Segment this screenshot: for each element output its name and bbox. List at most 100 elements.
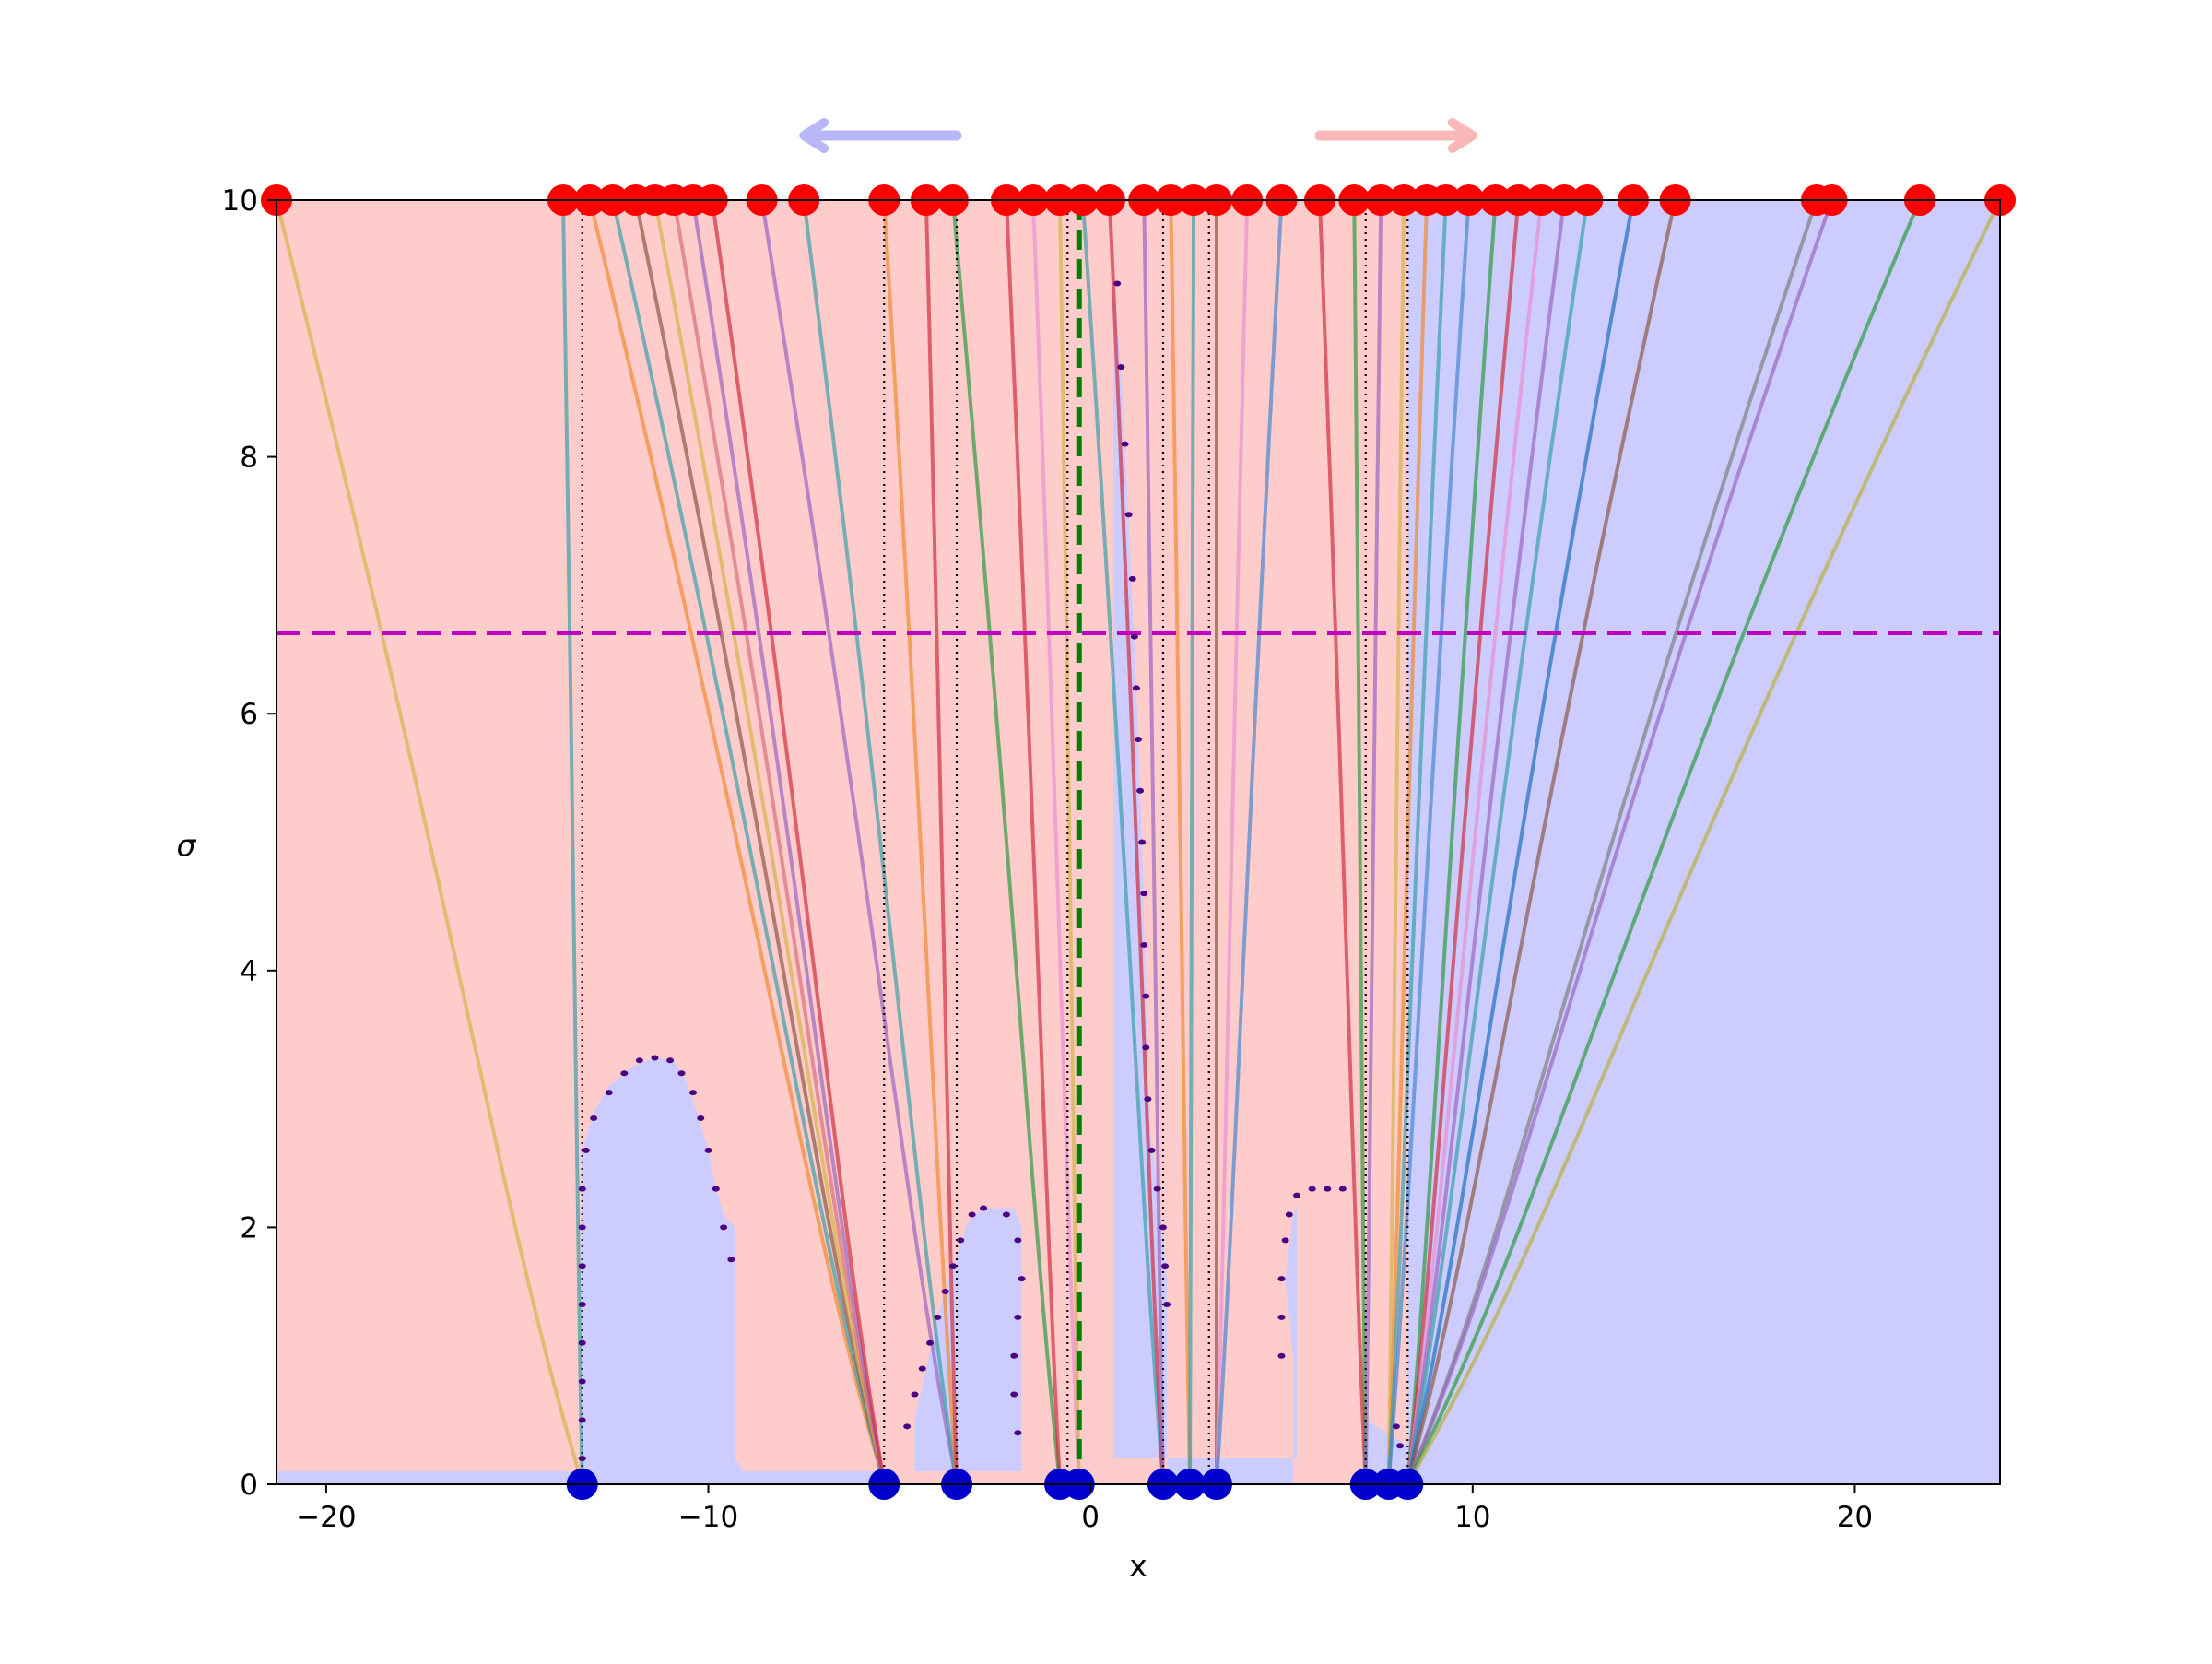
boundary-dot (1396, 1443, 1405, 1449)
boundary-dot (1130, 633, 1138, 640)
boundary-dot (903, 1423, 912, 1430)
trajectory-line (1386, 199, 1406, 1485)
boundary-dot (1014, 1237, 1022, 1244)
boundary-dot (578, 1224, 586, 1231)
trajectory-line (1363, 199, 1383, 1485)
trajectory-line (1406, 199, 1498, 1485)
trajectory-line (1406, 199, 2002, 1485)
trajectory-line (588, 199, 887, 1485)
trajectory-line (1005, 199, 1062, 1485)
boundary-dot (1308, 1186, 1316, 1192)
trajectory-line (1188, 199, 1196, 1485)
trajectory-line (1406, 199, 1818, 1485)
arrows-layer (799, 118, 1477, 153)
trajectory-line (1406, 199, 1590, 1485)
boundary-dot (1277, 1314, 1286, 1320)
y-tick-label: 0 (240, 1469, 258, 1502)
region-layer (276, 200, 2000, 1485)
reference-lines-layer (276, 200, 2000, 1484)
trajectory-line (1406, 199, 1635, 1485)
boundary-dot (948, 1263, 957, 1269)
boundary-dot (1138, 839, 1147, 845)
boundary-dot (1144, 1096, 1152, 1103)
boundary-dot (651, 1055, 659, 1061)
trajectory-line (1169, 199, 1192, 1485)
boundary-dot (926, 1339, 935, 1346)
boundary-dot (911, 1391, 919, 1398)
boundary-dot (1140, 891, 1148, 897)
boundary-dot (590, 1115, 598, 1121)
boundary-dot (578, 1378, 586, 1385)
boundary-dot (1113, 280, 1122, 287)
boundary-dot (1117, 364, 1125, 371)
boundary-dot (1135, 737, 1142, 743)
trajectory-line (610, 199, 887, 1485)
trajectory-line (672, 199, 887, 1485)
trajectory-line (1406, 199, 1521, 1485)
boundary-dot (727, 1257, 735, 1263)
trajectory-line (1080, 199, 1165, 1485)
trajectory-line (1215, 199, 1284, 1485)
boundary-dot (704, 1147, 712, 1153)
boundary-dot (1293, 1192, 1301, 1198)
y-tick-label: 6 (240, 698, 258, 731)
trajectory-line (1031, 199, 1081, 1485)
trajectory-line (633, 199, 887, 1485)
boundary-dot (1142, 993, 1150, 999)
trajectory-line (924, 199, 959, 1485)
boundary-dot (957, 1237, 965, 1244)
series-layer (275, 199, 2002, 1485)
arrow-right-head (1447, 118, 1477, 153)
x-tick-label: 0 (1081, 1501, 1100, 1534)
x-tick-label: 10 (1454, 1501, 1490, 1534)
trajectory-line (1142, 199, 1165, 1485)
trajectory-line (561, 199, 584, 1485)
boundary-dot (578, 1186, 586, 1192)
boundary-dot (582, 1147, 590, 1153)
trajectory-line (1107, 199, 1165, 1485)
trajectory-line (1406, 199, 1544, 1485)
boundary-dot (980, 1205, 988, 1211)
trajectory-line (950, 199, 1062, 1485)
boundary-dot (1014, 1314, 1022, 1320)
boundary-dot (1142, 1044, 1150, 1051)
trajectory-line (759, 199, 959, 1485)
boundary-dot (1014, 1430, 1022, 1436)
boundary-dot (635, 1057, 643, 1064)
boundary-dot (720, 1224, 728, 1231)
boundary-dot (1147, 1147, 1156, 1153)
boundary-dot (918, 1365, 926, 1372)
trajectory-line (653, 199, 887, 1485)
boundary-dot (1124, 512, 1133, 518)
boundary-dot (1128, 575, 1136, 582)
boundary-dot (1132, 685, 1140, 691)
boundary-dot (697, 1115, 705, 1121)
boundary-dot (712, 1186, 720, 1192)
trajectory-line (275, 199, 584, 1485)
trajectory-line (1386, 199, 1448, 1485)
y-axis-label: σ (177, 828, 197, 864)
trajectory-line (691, 199, 887, 1485)
boundary-dot (578, 1339, 586, 1346)
boundary-dot (1324, 1186, 1332, 1192)
boundary-dot (1140, 941, 1148, 948)
boundary-dot (1338, 1186, 1347, 1192)
blue-region (582, 1057, 885, 1484)
boundary-dot (1285, 1211, 1293, 1218)
y-tick-label: 10 (222, 184, 258, 218)
trajectory-line (1406, 199, 1922, 1485)
boundary-dot (1010, 1391, 1018, 1398)
trajectory-line (1406, 199, 1567, 1485)
boundary-dot (677, 1070, 686, 1077)
boundary-dot (605, 1090, 613, 1096)
blue-region (276, 1471, 582, 1484)
boundary-dot (1392, 1423, 1400, 1430)
x-tick-label: −20 (296, 1501, 356, 1534)
boundary-dots-layer (578, 280, 1405, 1462)
boundary-dot (1277, 1276, 1286, 1282)
trajectory-line (1352, 199, 1368, 1485)
y-tick-label: 4 (240, 955, 258, 988)
boundary-dot (1277, 1352, 1286, 1359)
trajectory-line (1318, 199, 1368, 1485)
